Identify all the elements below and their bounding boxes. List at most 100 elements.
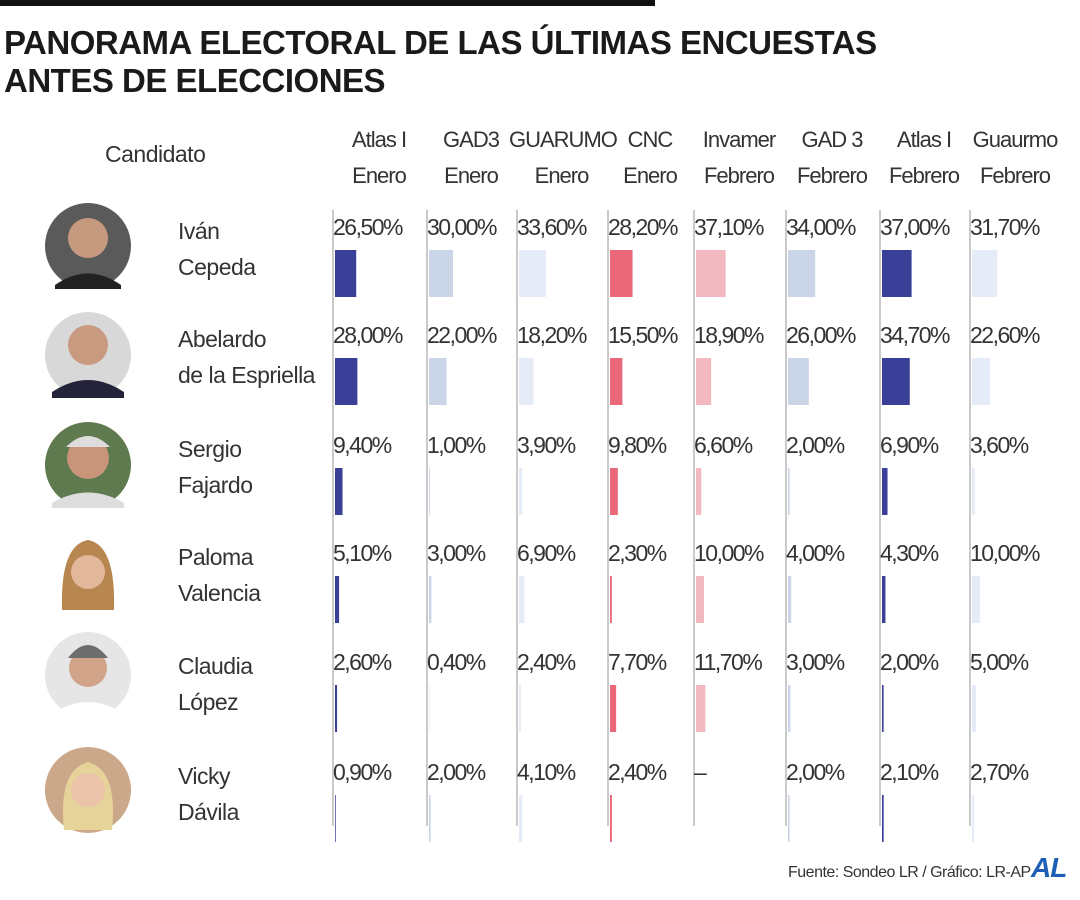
photo xyxy=(45,203,131,289)
value-label: 2,40% xyxy=(608,759,667,785)
photo xyxy=(45,632,131,718)
bar xyxy=(610,685,617,732)
bar xyxy=(429,576,432,623)
value-label: 30,00% xyxy=(427,214,498,240)
column-header: CNC Enero xyxy=(623,127,678,188)
value-label: 11,70% xyxy=(694,649,763,675)
bar xyxy=(972,795,975,842)
value-label: 2,00% xyxy=(786,432,845,458)
value-label: 9,40% xyxy=(333,432,392,458)
value-label: 2,10% xyxy=(880,759,939,785)
bar xyxy=(972,358,991,405)
category-label: Claudia López xyxy=(178,653,253,715)
bar xyxy=(335,685,338,732)
bar xyxy=(972,250,998,297)
bar xyxy=(972,685,976,732)
bar xyxy=(610,250,633,297)
bar xyxy=(519,795,523,842)
value-label: 2,00% xyxy=(427,759,486,785)
column-header: Atlas I Enero xyxy=(351,127,407,188)
bar xyxy=(788,685,791,732)
value-label: 2,60% xyxy=(333,649,392,675)
value-label: 6,60% xyxy=(694,432,753,458)
value-label: 34,00% xyxy=(786,214,857,240)
bar xyxy=(788,468,790,515)
value-label: 37,10% xyxy=(694,214,765,240)
bar xyxy=(696,250,726,297)
column-header: GAD3 Enero xyxy=(443,127,500,188)
value-label: 5,00% xyxy=(970,649,1029,675)
value-label: 1,00% xyxy=(427,432,486,458)
bar xyxy=(972,468,975,515)
value-label: 2,30% xyxy=(608,540,667,566)
value-label: 0,40% xyxy=(427,649,486,675)
category-label: Paloma Valencia xyxy=(178,544,261,606)
bar xyxy=(519,468,523,515)
bar xyxy=(519,685,521,732)
value-label: 5,10% xyxy=(333,540,392,566)
category-label: Sergio Fajardo xyxy=(178,436,253,498)
bar xyxy=(335,468,343,515)
value-label: 9,80% xyxy=(608,432,667,458)
chart-title: PANORAMA ELECTORAL DE LAS ÚLTIMAS ENCUES… xyxy=(4,24,877,99)
value-label: 6,90% xyxy=(517,540,576,566)
column-header: Guaurmo Febrero xyxy=(972,127,1059,188)
photos xyxy=(45,203,131,833)
bar xyxy=(429,795,431,842)
category-label: Vicky Dávila xyxy=(178,763,239,825)
value-label: 6,90% xyxy=(880,432,939,458)
value-label: 2,40% xyxy=(517,649,576,675)
bar xyxy=(972,576,980,623)
value-label: 18,90% xyxy=(694,322,765,348)
bar xyxy=(519,576,525,623)
bar xyxy=(882,685,884,732)
bar xyxy=(335,795,336,842)
bar xyxy=(788,358,809,405)
bar xyxy=(882,468,888,515)
source: Fuente: Sondeo LR / Gráfico: LR-AP xyxy=(788,864,1031,881)
bar xyxy=(788,250,816,297)
value-label: 0,90% xyxy=(333,759,392,785)
value-label: 7,70% xyxy=(608,649,667,675)
top-rule xyxy=(0,0,655,6)
bar xyxy=(696,576,704,623)
category-header: Candidato xyxy=(105,141,206,167)
photo xyxy=(45,422,131,508)
column-header: Atlas I Febrero xyxy=(888,127,960,188)
value-label: 10,00% xyxy=(970,540,1041,566)
bar xyxy=(610,358,623,405)
bar xyxy=(788,795,790,842)
value-label: 10,00% xyxy=(694,540,765,566)
bar xyxy=(882,358,910,405)
bar xyxy=(610,468,618,515)
bar xyxy=(335,250,357,297)
value-label: 2,00% xyxy=(786,759,845,785)
bar xyxy=(429,468,430,515)
bar xyxy=(882,576,886,623)
bar xyxy=(429,250,453,297)
bar xyxy=(882,795,884,842)
bar xyxy=(788,576,792,623)
value-label: 28,00% xyxy=(333,322,404,348)
bar xyxy=(335,358,358,405)
value-label: 3,00% xyxy=(427,540,486,566)
value-label: 31,70% xyxy=(970,214,1041,240)
value-label: 22,00% xyxy=(427,322,498,348)
value-label: 4,30% xyxy=(880,540,939,566)
value-label: 4,00% xyxy=(786,540,845,566)
bar xyxy=(696,685,706,732)
value-label: 3,90% xyxy=(517,432,576,458)
bar xyxy=(519,250,546,297)
value-label: 2,70% xyxy=(970,759,1029,785)
value-label: 28,20% xyxy=(608,214,679,240)
value-label: 34,70% xyxy=(880,322,951,348)
column-header: Invamer Febrero xyxy=(702,127,776,188)
bar xyxy=(335,576,340,623)
photo xyxy=(45,535,131,621)
bar xyxy=(696,358,712,405)
category-label: Abelardo de la Espriella xyxy=(178,326,315,388)
value-label: 26,50% xyxy=(333,214,404,240)
bar xyxy=(519,358,534,405)
